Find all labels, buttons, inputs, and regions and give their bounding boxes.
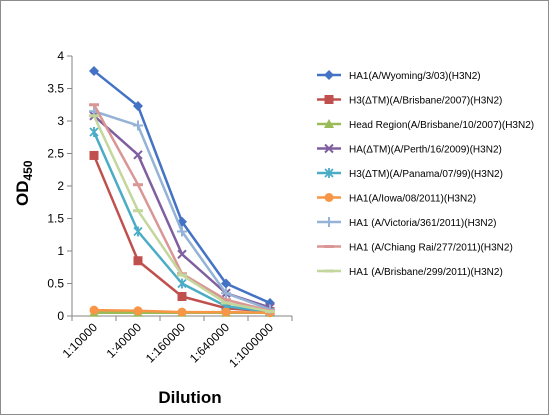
data-point	[89, 65, 99, 76]
data-point	[177, 307, 187, 317]
data-point	[89, 114, 99, 118]
x-tick-label: 1:160000	[143, 320, 189, 366]
y-tick-label: 3	[57, 114, 64, 128]
series-lines	[89, 65, 275, 318]
x-tick-label: 1:640000	[187, 320, 233, 366]
legend-label: H3(ΔTM)(A/Brisbane/2007)(H3N2)	[349, 96, 502, 107]
legend-entry: H3(ΔTM)(A/Brisbane/2007)(H3N2)	[317, 95, 502, 107]
legend-label: Head Region(A/Brisbane/10/2007)(H3N2)	[349, 120, 534, 131]
data-point	[324, 269, 334, 273]
legend-label: H3(ΔTM)(A/Panama/07/99)(H3N2)	[349, 169, 503, 180]
x-tick-label: 1:40000	[104, 320, 145, 361]
legend-entry: HA1 (A/Victoria/361/2011)(H3N2)	[317, 217, 496, 229]
legend-entry: Head Region(A/Brisbane/10/2007)(H3N2)	[317, 119, 534, 131]
y-tick-label: 3.5	[47, 82, 64, 96]
legend-entry: HA1 (A/Brisbane/299/2011)(H3N2)	[317, 267, 503, 278]
series-9	[89, 114, 275, 313]
legend-label: HA1 (A/Brisbane/299/2011)(H3N2)	[349, 267, 503, 278]
data-point	[133, 209, 143, 213]
data-point	[324, 193, 334, 202]
data-point	[177, 226, 187, 237]
legend-entry: HA(ΔTM)(A/Perth/16/2009)(H3N2)	[317, 143, 502, 156]
legend-label: HA(ΔTM)(A/Perth/16/2009)(H3N2)	[349, 145, 502, 156]
y-tick-label: 2.5	[47, 147, 64, 161]
y-tick-label: 0.5	[47, 277, 64, 291]
series-line	[93, 69, 271, 305]
y-tick-label: 1	[57, 244, 64, 258]
data-point	[133, 226, 143, 237]
legend-label: HA1 (A/Victoria/361/2011)(H3N2)	[349, 218, 496, 229]
data-point	[221, 298, 231, 302]
y-tick-label: 4	[57, 49, 64, 63]
y-tick-label: 1.5	[47, 212, 64, 226]
legend-entry: HA1(A/Wyoming/3/03)(H3N2)	[317, 70, 481, 82]
y-axis: 0 0.5 1 1.5 2 2.5 3 3.5 4	[47, 49, 73, 323]
data-point	[133, 306, 143, 316]
legend-label: HA1(A/Iowa/08/2011)(H3N2)	[349, 194, 476, 205]
legend-entry: HA1 (A/Chiang Rai/277/2011)(H3N2)	[317, 243, 513, 254]
data-point	[221, 288, 231, 299]
legend: HA1(A/Wyoming/3/03)(H3N2) H3(ΔTM)(A/Brisb…	[317, 70, 534, 278]
data-point	[133, 120, 143, 131]
data-point	[324, 217, 334, 227]
data-point	[324, 143, 334, 154]
data-point	[265, 309, 275, 313]
series-7	[89, 106, 275, 315]
y-tick-label: 0	[57, 309, 64, 323]
data-point	[89, 305, 99, 315]
y-axis-title-main: OD	[13, 181, 32, 207]
data-point	[221, 278, 231, 289]
data-point	[133, 183, 143, 187]
legend-entry: H3(ΔTM)(A/Panama/07/99)(H3N2)	[317, 168, 503, 180]
y-tick-label: 2	[57, 179, 64, 193]
legend-entry: HA1(A/Iowa/08/2011)(H3N2)	[317, 193, 476, 205]
data-point	[133, 101, 143, 112]
data-point	[324, 119, 334, 128]
data-point	[177, 249, 187, 259]
data-point	[324, 70, 334, 80]
data-point	[133, 256, 143, 266]
data-point	[324, 245, 334, 248]
legend-label: HA1(A/Wyoming/3/03)(H3N2)	[349, 71, 481, 82]
data-point	[89, 103, 99, 107]
x-tick-label: 1:1000000	[226, 320, 276, 370]
x-tick-label: 1:10000	[60, 320, 101, 361]
legend-label: HA1 (A/Chiang Rai/277/2011)(H3N2)	[349, 243, 513, 254]
data-point	[177, 292, 187, 301]
data-point	[177, 278, 187, 289]
data-point	[324, 95, 334, 104]
data-point	[324, 168, 334, 178]
data-point	[177, 273, 187, 277]
data-point	[221, 307, 231, 317]
data-point	[89, 127, 99, 138]
data-point	[89, 150, 99, 160]
data-point	[133, 150, 143, 160]
y-axis-title-subscript: 450	[21, 160, 35, 180]
data-point	[221, 301, 231, 305]
x-axis-title: Dilution	[158, 388, 221, 407]
y-axis-title: OD450	[13, 160, 35, 206]
